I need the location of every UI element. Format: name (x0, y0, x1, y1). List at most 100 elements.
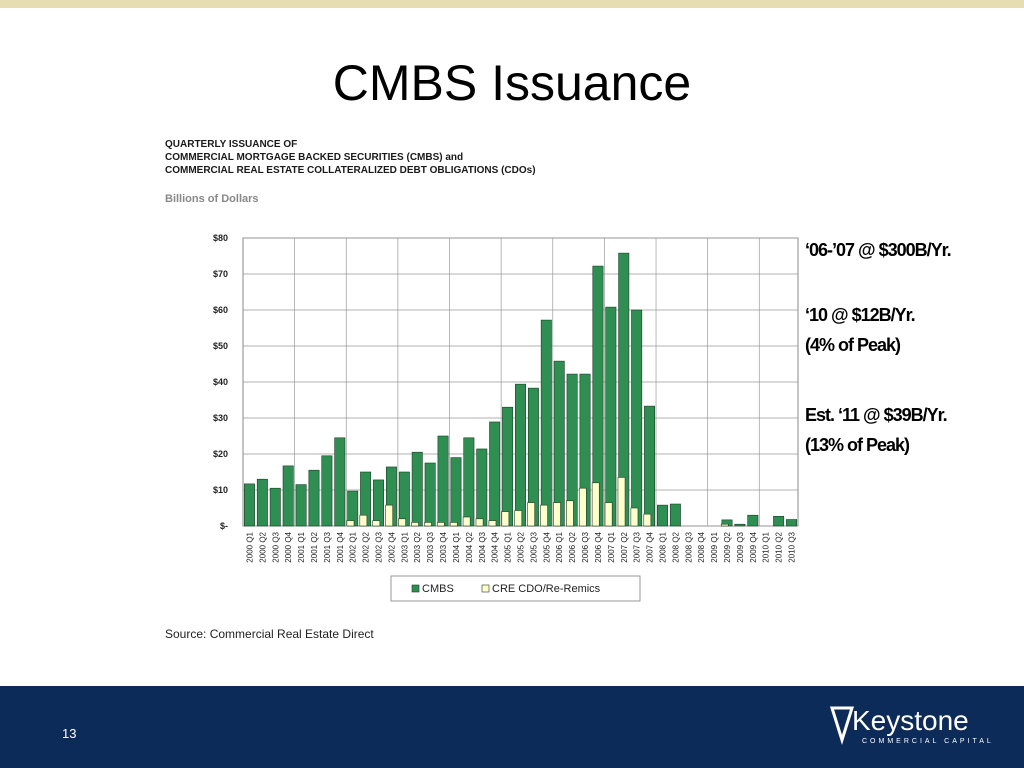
bar (385, 504, 394, 527)
x-tick-label: 2008 Q3 (684, 531, 693, 562)
bar (475, 518, 484, 527)
x-tick-label: 2008 Q1 (658, 531, 667, 562)
x-tick-label: 2005 Q1 (504, 531, 513, 562)
bar (436, 522, 445, 527)
legend-swatch (481, 584, 490, 593)
bar (398, 518, 406, 527)
bar (256, 478, 268, 527)
bar (308, 469, 320, 527)
bar (773, 515, 785, 527)
bar (631, 309, 643, 527)
x-tick-label: 2000 Q4 (284, 531, 293, 562)
bar (643, 513, 652, 527)
x-tick-label: 2002 Q1 (349, 531, 358, 562)
bar (372, 520, 381, 527)
bar (657, 504, 668, 527)
bar (450, 457, 462, 527)
x-tick-label: 2000 Q2 (258, 531, 267, 562)
y-tick-label: $- (220, 521, 228, 531)
bar (489, 421, 501, 527)
bar (786, 519, 798, 527)
x-tick-label: 2009 Q1 (710, 531, 719, 562)
bar (591, 482, 600, 527)
x-tick-label: 2005 Q3 (529, 531, 538, 562)
bar (515, 383, 526, 527)
bar (604, 502, 613, 527)
x-tick-label: 2001 Q1 (297, 531, 306, 562)
logo-tagline: COMMERCIAL CAPITAL (862, 738, 994, 745)
x-tick-label: 2004 Q3 (478, 531, 487, 562)
bar (514, 510, 523, 527)
x-tick-label: 2004 Q4 (491, 531, 500, 562)
bar (373, 479, 384, 527)
legend-swatch (411, 584, 420, 593)
x-tick-label: 2001 Q2 (310, 531, 319, 562)
source: Source: Commercial Real Estate Direct (165, 627, 374, 641)
x-tick-label: 2003 Q4 (439, 531, 448, 562)
bar (424, 462, 436, 527)
x-tick-label: 2006 Q3 (581, 531, 590, 562)
x-tick-label: 2006 Q1 (555, 531, 564, 562)
bar (578, 487, 587, 527)
annotation: (13% of Peak) (805, 435, 910, 455)
y-tick-label: $50 (213, 341, 228, 351)
bar (747, 514, 759, 527)
chart-title: QUARTERLY ISSUANCE OF (165, 139, 297, 150)
bar (411, 522, 419, 527)
x-tick-label: 2000 Q3 (271, 531, 280, 562)
x-tick-label: 2008 Q4 (697, 531, 706, 562)
bar (734, 523, 746, 527)
x-tick-label: 2006 Q2 (568, 531, 577, 562)
x-tick-label: 2003 Q2 (413, 531, 422, 562)
x-tick-label: 2006 Q4 (594, 531, 603, 562)
chart-title: COMMERCIAL REAL ESTATE COLLATERALIZED DE… (165, 165, 536, 176)
x-tick-label: 2004 Q1 (452, 531, 461, 562)
logo: Keystone (852, 705, 969, 736)
bar (630, 507, 639, 527)
bar (282, 465, 294, 527)
bar (502, 406, 514, 527)
x-tick-label: 2010 Q1 (762, 531, 771, 562)
bar (411, 451, 423, 527)
y-tick-label: $70 (213, 269, 228, 279)
annotation: (4% of Peak) (805, 335, 901, 355)
y-tick-label: $20 (213, 449, 228, 459)
bar (243, 483, 255, 527)
bar (501, 511, 510, 527)
bar (346, 520, 355, 527)
bar (437, 435, 449, 527)
bar (553, 502, 561, 527)
bar (295, 484, 307, 527)
bar (669, 503, 681, 527)
x-tick-label: 2009 Q3 (736, 531, 745, 562)
annotation: ‘06-’07 @ $300B/Yr. (805, 240, 951, 260)
bar (617, 477, 626, 527)
x-tick-label: 2007 Q2 (620, 531, 629, 562)
y-tick-label: $80 (213, 233, 228, 243)
annotation: Est. ‘11 @ $39B/Yr. (805, 405, 947, 425)
x-tick-label: 2002 Q2 (362, 531, 371, 562)
bar (644, 405, 656, 527)
y-tick-label: $30 (213, 413, 228, 423)
x-tick-label: 2003 Q1 (400, 531, 409, 562)
legend-box (390, 575, 641, 602)
bar (527, 502, 535, 527)
x-tick-label: 2003 Q3 (426, 531, 435, 562)
x-tick-label: 2002 Q3 (375, 531, 384, 562)
annotation: ‘10 @ $12B/Yr. (805, 305, 915, 325)
logo-icon (829, 706, 855, 746)
x-tick-label: 2008 Q2 (671, 531, 680, 562)
bar (334, 437, 346, 527)
slide-title: CMBS Issuance (333, 55, 691, 111)
page-number: 13 (62, 726, 76, 741)
y-tick-label: $10 (213, 485, 228, 495)
y-tick-label: $60 (213, 305, 228, 315)
legend-label: CRE CDO/Re-Remics (492, 583, 601, 595)
bar (463, 437, 475, 527)
bar (359, 514, 368, 527)
x-tick-label: 2010 Q2 (775, 531, 784, 562)
x-tick-label: 2005 Q4 (542, 531, 551, 562)
bar (488, 520, 497, 527)
x-tick-label: 2009 Q4 (749, 531, 758, 562)
